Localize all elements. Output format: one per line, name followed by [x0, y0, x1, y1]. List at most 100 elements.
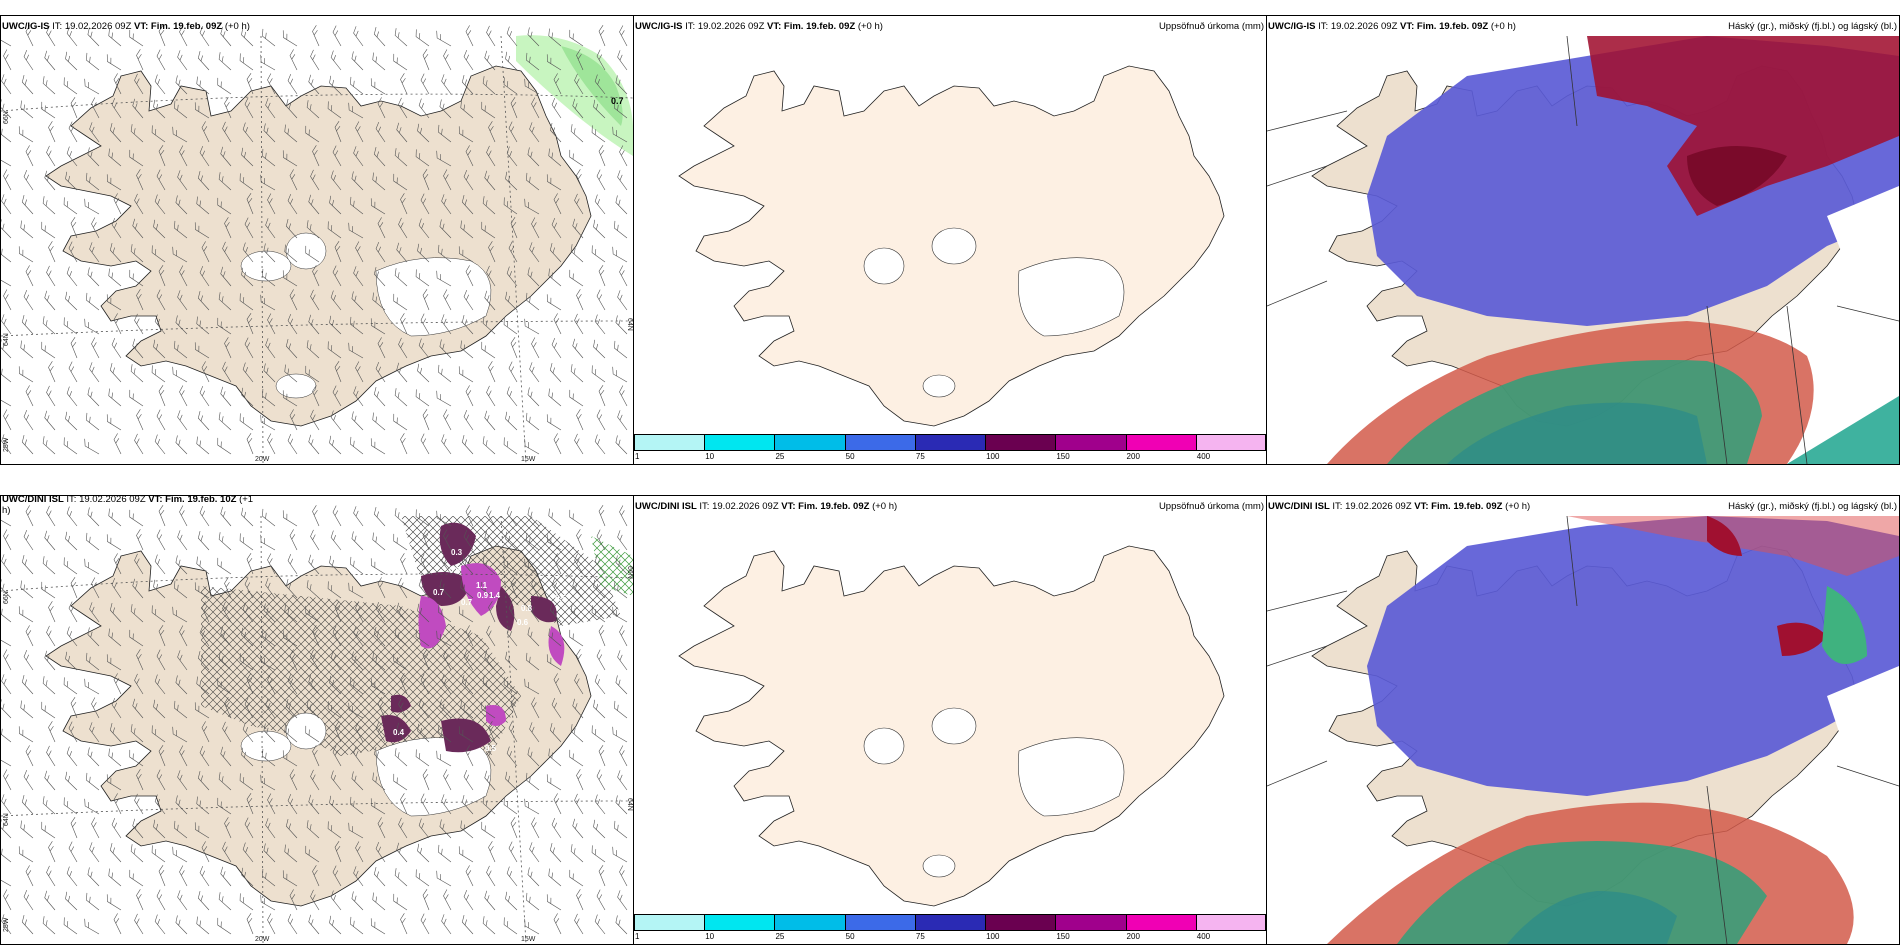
wind-barb: [84, 318, 100, 335]
wind-barb: [505, 291, 518, 311]
lat-label-64n-right: 64N: [626, 318, 633, 331]
wind-barb: [503, 437, 518, 455]
wind-barb: [594, 914, 606, 935]
wind-barb: [415, 869, 430, 887]
wind-barb: [265, 698, 276, 719]
wind-barb: [355, 241, 364, 263]
wind-barb: [327, 821, 342, 839]
wind-barb: [18, 246, 34, 263]
wind-map: [1, 25, 633, 464]
wind-barb: [158, 25, 166, 47]
wind-barb: [87, 27, 100, 47]
wind-barb: [87, 867, 100, 887]
wind-barb: [594, 74, 606, 95]
wind-barb: [197, 651, 210, 671]
wind-barb: [569, 509, 584, 527]
wind-barb: [3, 409, 12, 431]
wind-barb: [394, 148, 408, 167]
wind-barb: [576, 49, 584, 71]
wind-barb: [66, 866, 78, 887]
wind-barb: [596, 889, 606, 911]
wind-barb: [179, 505, 188, 527]
wind-barb: [484, 290, 496, 311]
wind-barb: [175, 915, 188, 935]
wind-barb: [572, 578, 584, 599]
wind-barb: [548, 868, 562, 887]
wind-barb: [86, 292, 100, 311]
wind-barb: [41, 701, 56, 719]
wind-barb: [569, 149, 584, 167]
wind-barb: [350, 76, 364, 95]
wind-barb: [417, 363, 430, 383]
wind-barb: [327, 101, 342, 119]
wind-barb: [415, 389, 430, 407]
wind-barb: [351, 531, 364, 551]
wind-barb: [598, 505, 606, 527]
wind-barb: [591, 245, 606, 263]
wind-barb: [393, 773, 408, 791]
wind-barb: [614, 340, 628, 359]
wind-barb: [91, 217, 100, 239]
wind-barb: [132, 218, 144, 239]
wind-barb: [488, 721, 496, 743]
wind-barb: [153, 219, 166, 239]
wind-barb: [486, 145, 496, 167]
wind-barb: [617, 530, 628, 551]
wind-barb: [108, 268, 122, 287]
wind-barb: [546, 414, 562, 431]
wind-barb: [46, 265, 56, 287]
wind-barb: [305, 245, 320, 263]
wind-barb: [1, 794, 12, 815]
wind-barb: [508, 841, 518, 863]
wind-barb: [306, 820, 320, 839]
wind-barb: [87, 507, 100, 527]
wind-barb: [282, 270, 298, 287]
wind-barb: [531, 817, 540, 839]
wind-barb: [436, 510, 452, 527]
wind-barb: [48, 601, 56, 623]
wind-barb: [484, 530, 496, 551]
wind-barb: [334, 841, 342, 863]
wind-barb: [615, 915, 628, 935]
wind-barb: [179, 145, 188, 167]
colorbar-tick-label: 10: [705, 452, 715, 461]
panel-title: UWC/DINI ISL IT: 19.02.2026 09Z VT: Fim.…: [635, 501, 898, 512]
wind-barb: [158, 865, 166, 887]
wind-barb: [89, 122, 100, 143]
wind-barb: [372, 892, 386, 911]
wind-barb: [463, 49, 474, 71]
wind-barb: [481, 701, 496, 719]
wind-barb: [86, 412, 100, 431]
wind-barb: [596, 49, 606, 71]
panel-subtitle: Háský (gr.), miðský (fj.bl.) og lágský (…: [1728, 21, 1897, 32]
lon-label-15w: 15W: [521, 936, 536, 943]
wind-barb: [461, 915, 474, 935]
wind-barb: [553, 313, 562, 335]
colorbar-swatch: [774, 434, 846, 451]
wind-barb: [113, 673, 122, 695]
wind-barb: [524, 438, 540, 455]
wind-barb: [418, 98, 430, 119]
colorbar-swatch: [1055, 434, 1127, 451]
wind-barb: [460, 580, 474, 599]
wind-barb: [154, 434, 166, 455]
wind-barb: [305, 845, 320, 863]
wind-barb: [443, 769, 452, 791]
wind-barb: [506, 506, 518, 527]
wind-barb: [576, 889, 584, 911]
wind-barb: [177, 530, 188, 551]
wind-barb: [134, 553, 144, 575]
wind-barb: [25, 25, 34, 47]
wind-barb: [394, 628, 408, 647]
colorbar: 1 10 25 50 75 100 150 200 400: [634, 434, 1266, 464]
wind-barb: [308, 434, 320, 455]
wind-barb: [136, 529, 144, 551]
wind-barb: [217, 317, 232, 335]
wind-barb: [1, 724, 12, 743]
wind-barb: [265, 818, 276, 839]
wind-barb: [327, 221, 342, 239]
wind-barb: [172, 246, 188, 263]
wind-barb: [239, 653, 254, 671]
wind-barb: [436, 270, 452, 287]
wind-barb: [615, 195, 628, 215]
